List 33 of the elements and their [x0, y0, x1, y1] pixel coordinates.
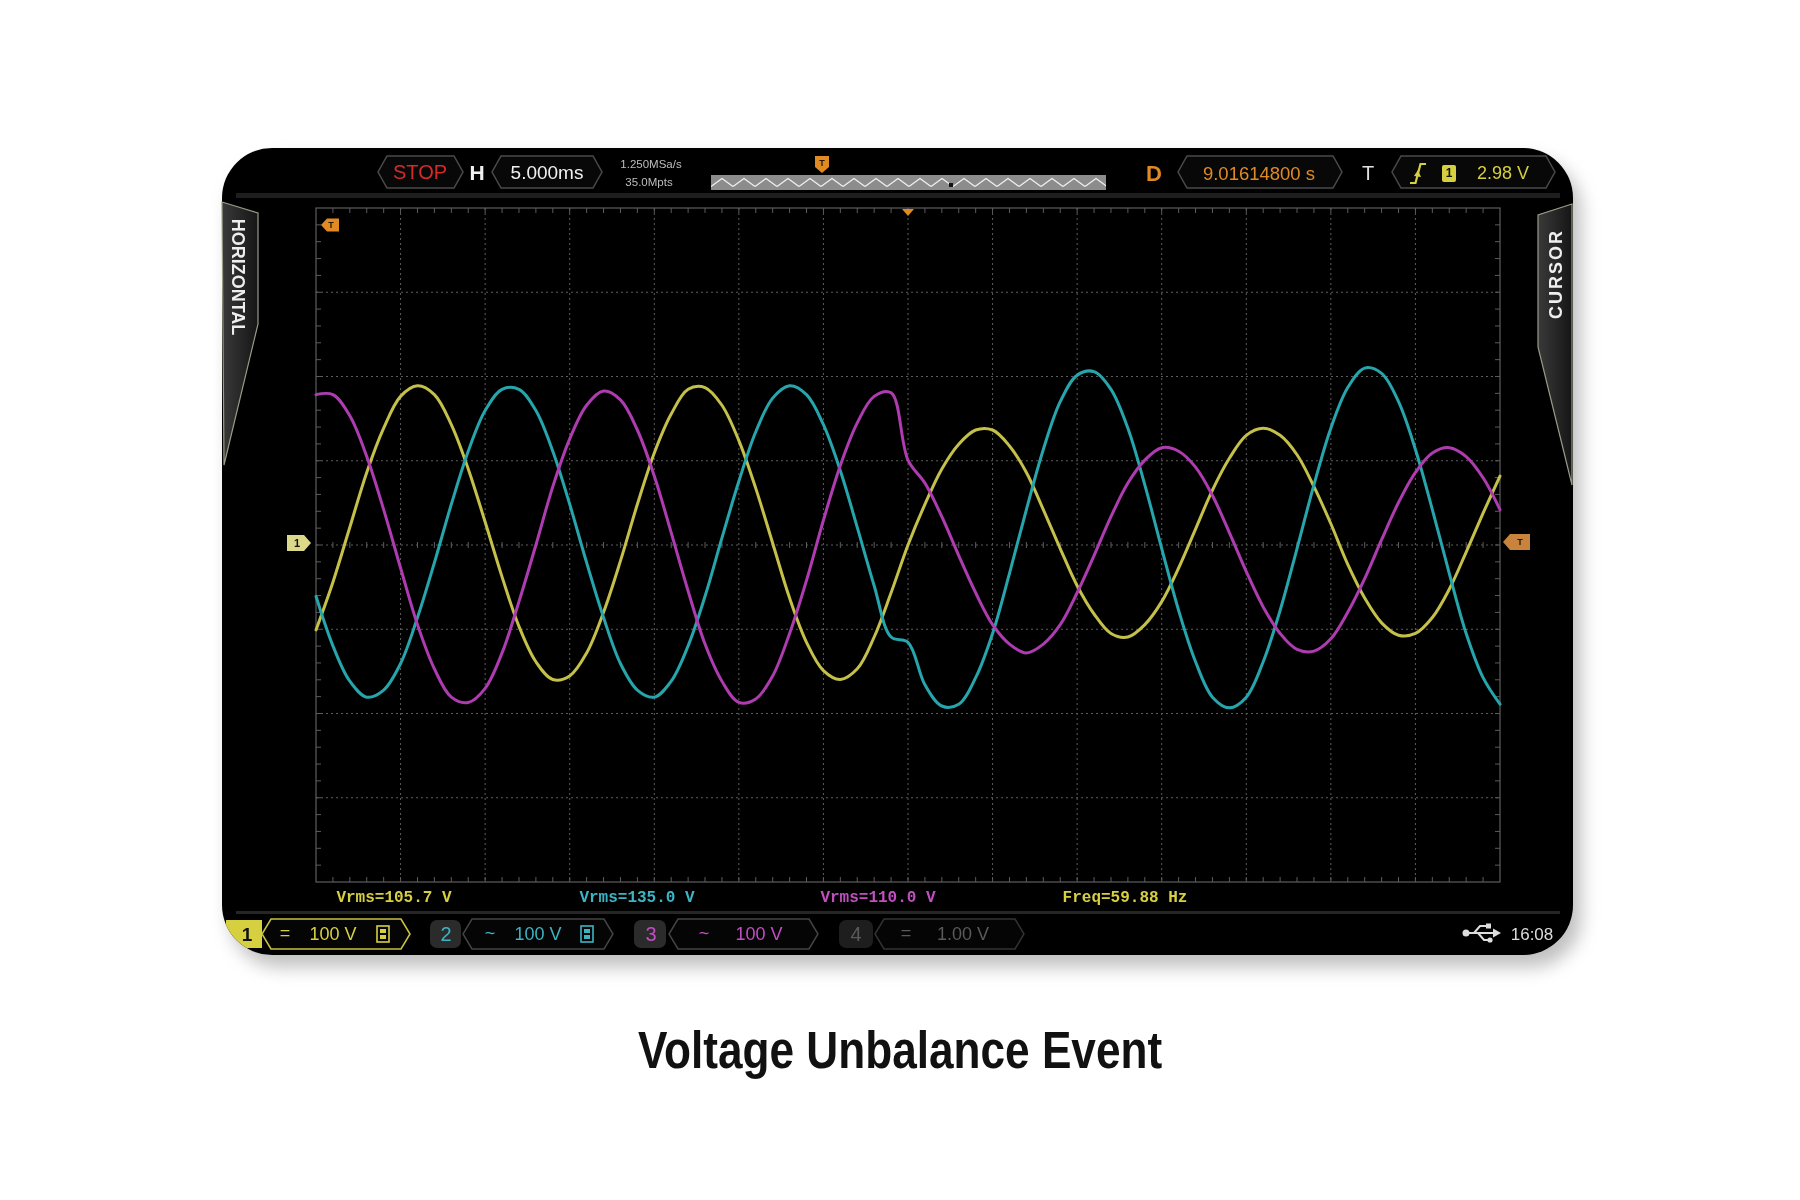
text: Vrms=110.0 V — [820, 889, 937, 907]
text: D — [1146, 160, 1162, 186]
text: 4 — [850, 923, 862, 945]
text: T — [1361, 162, 1375, 184]
text: 5.000ms — [510, 161, 584, 183]
text: 1.00 V — [936, 924, 990, 944]
text: 100 V — [735, 924, 783, 944]
text: T — [328, 220, 335, 230]
text: H — [469, 160, 485, 184]
text: 100 V — [514, 924, 562, 944]
text: STOP — [392, 161, 448, 183]
text: ~ — [484, 923, 496, 943]
text: 1 — [293, 537, 301, 549]
text: 9.01614800 s — [1202, 162, 1316, 184]
text: Vrms=135.0 V — [579, 889, 696, 907]
text: = — [279, 923, 291, 943]
text: ~ — [698, 923, 710, 943]
text: 3 — [645, 923, 657, 945]
text: CURSOR — [1546, 228, 1566, 320]
text: Voltage Unbalance Event — [637, 1022, 1163, 1079]
text: T — [1517, 537, 1524, 547]
text: Freq=59.88 Hz — [1062, 889, 1188, 907]
text: 1.250MSa/s — [620, 158, 682, 170]
text: = — [900, 923, 912, 943]
text: T — [819, 158, 826, 168]
text: Vrms=105.7 V — [336, 889, 453, 907]
text: 35.0Mpts — [625, 176, 673, 188]
text: 1 — [241, 923, 253, 945]
text: 2.98 V — [1476, 163, 1530, 183]
text: 100 V — [309, 924, 357, 944]
text: 16:08 — [1510, 924, 1554, 944]
text: 2 — [440, 923, 452, 945]
text: HORIZONTAL — [228, 218, 248, 336]
